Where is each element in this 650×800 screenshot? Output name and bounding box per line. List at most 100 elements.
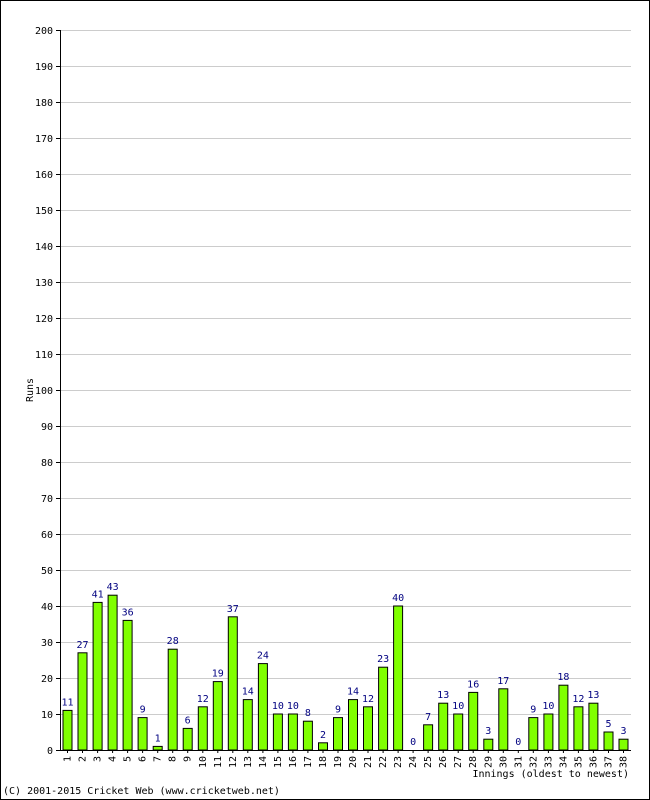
y-tick-label: 90: [41, 422, 53, 433]
bar: [378, 666, 389, 751]
x-tick-label: 13: [243, 756, 254, 768]
data-label: 12: [197, 694, 209, 705]
x-tick-label: 17: [303, 756, 314, 768]
x-tick-label: 38: [619, 756, 630, 768]
x-tick-label: 19: [333, 756, 344, 768]
data-label: 28: [167, 636, 179, 647]
x-axis-label: Innings (oldest to newest): [472, 769, 629, 780]
data-label: 37: [227, 604, 239, 615]
y-tick-label: 170: [35, 134, 53, 145]
data-label: 8: [305, 708, 311, 719]
x-tick-label: 8: [168, 756, 179, 762]
bar: [618, 738, 629, 751]
data-label: 10: [542, 701, 554, 712]
bar: [272, 713, 283, 751]
data-label: 10: [287, 701, 299, 712]
y-tick-label: 10: [41, 710, 53, 721]
x-tick-label: 23: [393, 756, 404, 768]
y-tick-label: 160: [35, 170, 53, 181]
x-tick-label: 2: [78, 756, 89, 762]
bar: [558, 684, 569, 751]
y-tick-label: 200: [35, 26, 53, 37]
data-label: 2: [320, 730, 326, 741]
x-tick-label: 31: [513, 756, 524, 768]
x-tick-label: 16: [288, 756, 299, 768]
x-tick-label: 6: [138, 756, 149, 762]
bar: [302, 720, 313, 751]
data-label: 7: [425, 712, 431, 723]
data-label: 11: [61, 697, 73, 708]
x-tick-label: 12: [228, 756, 239, 768]
data-label: 16: [467, 679, 479, 690]
x-tick-label: 10: [198, 756, 209, 768]
data-label: 9: [530, 705, 536, 716]
data-label: 0: [410, 737, 416, 748]
x-axis-ticks: 1 2 3 4 5 6 7 8 9 10 11 12 13 14 15 16 17 18 19 20 21 22 23 24 2…: [63, 750, 630, 768]
bar: [348, 699, 358, 751]
data-label: 43: [107, 582, 119, 593]
x-tick-label: 9: [183, 756, 194, 762]
bar: [77, 652, 88, 751]
x-tick-label: 18: [318, 756, 329, 768]
x-tick-label: 30: [498, 756, 509, 768]
data-label: 36: [122, 607, 134, 618]
y-tick-label: 60: [41, 530, 53, 541]
y-tick-label: 50: [41, 566, 53, 577]
bar: [573, 706, 584, 751]
y-tick-label: 140: [35, 242, 53, 253]
bar: [453, 713, 464, 751]
bar: [92, 601, 103, 751]
x-tick-label: 32: [528, 756, 539, 768]
data-label: 6: [185, 715, 191, 726]
y-tick-label: 30: [41, 638, 53, 649]
data-label: 5: [605, 719, 611, 730]
x-tick-label: 24: [408, 756, 419, 768]
bar: [242, 699, 253, 751]
y-tick-label: 100: [35, 386, 53, 397]
bar: [152, 745, 163, 751]
y-tick-label: 120: [35, 314, 53, 325]
bar: [287, 713, 298, 751]
data-label: 27: [76, 640, 88, 651]
bar: [257, 663, 268, 751]
x-tick-label: 27: [453, 756, 464, 768]
y-axis-label: Runs: [25, 378, 36, 402]
y-tick-label: 130: [35, 278, 53, 289]
bar: [528, 717, 539, 751]
copyright-footer: (C) 2001-2015 Cricket Web (www.cricketwe…: [3, 786, 280, 797]
data-label: 14: [242, 687, 254, 698]
x-tick-label: 35: [573, 756, 584, 768]
x-tick-label: 20: [348, 756, 359, 768]
bar: [363, 706, 373, 751]
y-tick-label: 0: [47, 746, 53, 757]
y-tick-label: 70: [41, 494, 53, 505]
bar: [498, 688, 509, 751]
x-tick-label: 26: [438, 756, 449, 768]
bar: [588, 702, 599, 751]
bar: [333, 717, 343, 751]
data-label: 24: [257, 651, 269, 662]
data-label: 9: [335, 705, 341, 716]
data-label: 13: [587, 690, 599, 701]
x-tick-label: 21: [363, 756, 374, 768]
data-label: 14: [347, 687, 359, 698]
x-tick-label: 25: [423, 756, 434, 768]
y-tick-label: 20: [41, 674, 53, 685]
y-tick-label: 80: [41, 458, 53, 469]
bar: [182, 727, 193, 751]
data-label: 9: [140, 705, 146, 716]
x-tick-label: 4: [108, 756, 119, 762]
bar: [423, 724, 434, 751]
data-label: 17: [497, 676, 509, 687]
x-tick-label: 7: [153, 756, 164, 762]
x-tick-label: 28: [468, 756, 479, 768]
bar: [603, 731, 614, 751]
bar: [393, 605, 404, 751]
bar: [122, 619, 133, 751]
data-label: 10: [452, 701, 464, 712]
x-tick-label: 33: [543, 756, 554, 768]
y-axis-ticks: 0 10 20 30 40 50 60 70 80 90 100 110 120 130 140 150 160…: [35, 26, 60, 757]
data-label: 1: [155, 733, 161, 744]
data-label: 18: [557, 672, 569, 683]
